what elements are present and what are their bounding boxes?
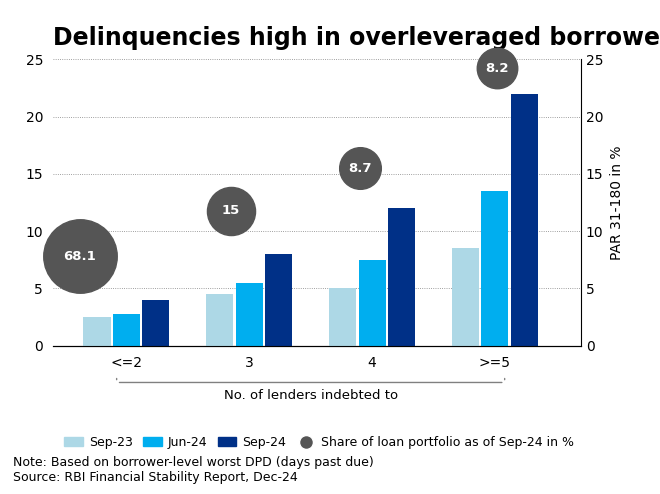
- Point: [354, 164, 365, 172]
- Text: Delinquencies high in overleveraged borrowers: Delinquencies high in overleveraged borr…: [53, 26, 660, 50]
- Text: Note: Based on borrower-level worst DPD (days past due)
Source: RBI Financial St: Note: Based on borrower-level worst DPD …: [13, 456, 374, 484]
- Point: [226, 206, 236, 214]
- Legend: Sep-23, Jun-24, Sep-24, Share of loan portfolio as of Sep-24 in %: Sep-23, Jun-24, Sep-24, Share of loan po…: [59, 431, 579, 454]
- Text: 15: 15: [222, 204, 240, 217]
- Point: [492, 65, 502, 73]
- Bar: [329, 288, 356, 346]
- Bar: [452, 248, 479, 346]
- Bar: [207, 294, 233, 346]
- Text: No. of lenders indebted to: No. of lenders indebted to: [224, 389, 398, 402]
- Point: [75, 252, 85, 260]
- Bar: [511, 94, 538, 346]
- Y-axis label: PAR 31-180 in %: PAR 31-180 in %: [610, 145, 624, 260]
- Bar: [388, 208, 415, 346]
- Bar: [265, 254, 292, 346]
- Bar: [113, 314, 140, 346]
- Text: 68.1: 68.1: [63, 250, 96, 263]
- Bar: [143, 300, 170, 346]
- Text: 8.2: 8.2: [486, 62, 509, 75]
- Text: 8.7: 8.7: [348, 162, 372, 175]
- Bar: [236, 283, 263, 346]
- Bar: [84, 317, 110, 346]
- Bar: [481, 191, 508, 346]
- Bar: [358, 260, 385, 346]
